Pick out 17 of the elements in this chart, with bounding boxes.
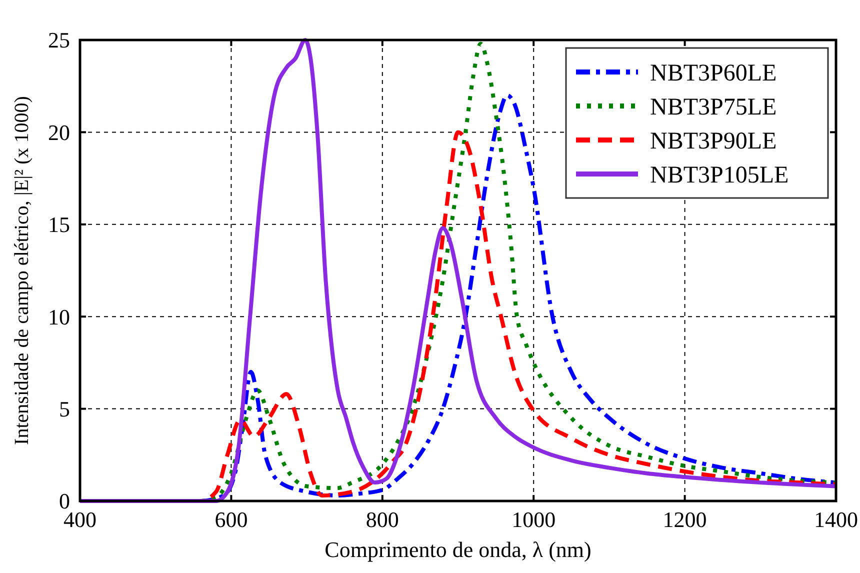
x-tick-label: 1000 [512, 507, 556, 532]
y-tick-label: 10 [48, 304, 70, 330]
legend-label: NBT3P105LE [650, 162, 789, 188]
y-tick-label: 20 [48, 120, 70, 145]
x-tick-label: 600 [214, 507, 248, 532]
y-tick-label: 0 [59, 488, 70, 514]
y-tick-label: 5 [59, 396, 70, 422]
legend-label: NBT3P60LE [650, 60, 777, 86]
y-axis-title: Intensidade de campo elétrico, |E|² (x 1000) [11, 96, 33, 445]
legend-label: NBT3P75LE [650, 94, 777, 120]
x-tick-label: 1400 [814, 507, 858, 532]
x-tick-label: 800 [366, 507, 399, 532]
y-tick-label: 25 [48, 28, 70, 53]
legend-label: NBT3P90LE [650, 128, 777, 154]
x-tick-label: 1200 [662, 507, 707, 532]
x-axis-title: Comprimento de onda, λ (nm) [324, 537, 592, 562]
y-tick-label: 15 [48, 212, 70, 238]
